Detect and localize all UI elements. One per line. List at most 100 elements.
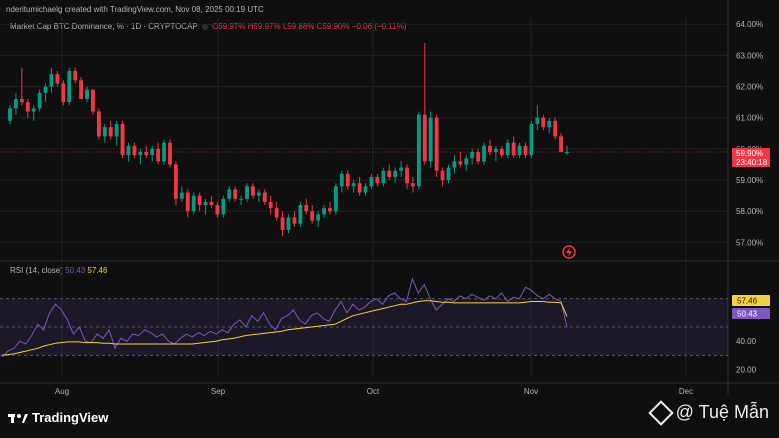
- candle: [316, 211, 321, 227]
- rsi-label[interactable]: RSI (14, close): [10, 266, 63, 275]
- candle: [523, 142, 528, 159]
- price-badge-bg: [732, 148, 770, 167]
- candle: [304, 198, 309, 215]
- x-tick-label: Sep: [211, 387, 226, 396]
- candle: [262, 189, 267, 206]
- y-tick-label: 63.00%: [736, 51, 763, 60]
- candle: [446, 164, 451, 184]
- candle: [399, 161, 404, 177]
- candle: [488, 139, 492, 156]
- rsi-lines: [1, 277, 568, 358]
- candle: [162, 139, 166, 165]
- close-value: C59.90%: [316, 22, 350, 31]
- candle: [375, 173, 380, 187]
- candle: [150, 145, 155, 162]
- candle: [310, 205, 315, 224]
- candle: [85, 86, 89, 103]
- candle: [470, 148, 475, 165]
- rsi-ma-badge-bg: [732, 295, 770, 306]
- candle: [25, 99, 30, 118]
- candle: [79, 77, 84, 100]
- chart-attribution: nderitumichaelg created with TradingView…: [6, 5, 264, 14]
- watermark-text: @ Tuệ Mẫn: [675, 402, 769, 422]
- rsi-legend: RSI (14, close) 50.43 57.46: [10, 266, 107, 275]
- rsi-ma-line: [1, 300, 568, 356]
- candle: [197, 192, 202, 212]
- rsi-ma-badge: 57.46: [737, 297, 758, 306]
- candle: [405, 164, 409, 190]
- diamond-icon: [647, 399, 674, 426]
- candle: [559, 133, 564, 153]
- candle: [416, 111, 421, 190]
- open-value: O59.97%: [212, 22, 246, 31]
- high-value: H59.97%: [247, 22, 281, 31]
- candle: [322, 205, 326, 218]
- candle: [256, 189, 261, 202]
- candle: [43, 83, 48, 103]
- candle: [493, 145, 498, 162]
- candle: [61, 80, 66, 106]
- candle: [67, 67, 72, 106]
- x-tick-label: Aug: [55, 387, 69, 396]
- candle: [185, 189, 190, 218]
- candle: [292, 211, 297, 227]
- candle: [286, 214, 291, 234]
- tradingview-logo[interactable]: TradingView: [8, 410, 108, 425]
- low-value: L59.88%: [282, 22, 315, 31]
- candle: [126, 142, 131, 162]
- candle: [464, 155, 469, 171]
- candle: [13, 92, 18, 115]
- axes: 64.00%63.00%62.00%61.00%60.00%59.00%58.0…: [55, 20, 763, 396]
- candle: [108, 120, 113, 140]
- candle: [191, 192, 196, 215]
- candle: [37, 89, 42, 112]
- candle: [251, 183, 255, 199]
- candle: [245, 183, 249, 202]
- candle: [428, 111, 433, 168]
- candle: [268, 195, 273, 215]
- candle: [19, 67, 24, 106]
- candle: [339, 170, 344, 193]
- rsi-ma-value: 57.46: [87, 266, 108, 275]
- candle: [73, 67, 78, 84]
- symbol-name[interactable]: Market Cap BTC Dominance, % · 1D · CRYPT…: [10, 22, 198, 31]
- candle: [422, 42, 427, 165]
- candle: [393, 167, 398, 184]
- y-tick-label: 62.00%: [736, 83, 763, 92]
- x-tick-label: Oct: [367, 387, 380, 396]
- candle: [535, 105, 540, 131]
- candle: [351, 180, 356, 193]
- candle: [138, 148, 143, 165]
- y-tick-label: 59.00%: [736, 176, 763, 185]
- price-badge-value: 59.90%: [736, 149, 763, 158]
- candle: [49, 67, 54, 93]
- candle: [328, 201, 332, 215]
- flash-icon[interactable]: [562, 245, 576, 259]
- candle: [411, 176, 415, 193]
- candles: [8, 42, 569, 237]
- x-tick-label: Nov: [524, 387, 538, 396]
- rsi-line: [1, 277, 568, 358]
- candle: [511, 136, 516, 159]
- candle: [333, 183, 338, 215]
- tradingview-logo-icon: [8, 413, 28, 423]
- candle: [179, 186, 184, 202]
- candle: [233, 186, 238, 202]
- candle: [280, 211, 285, 237]
- candle: [505, 139, 510, 159]
- candle: [215, 201, 220, 218]
- candle: [203, 198, 208, 215]
- candle: [363, 183, 368, 196]
- rsi-band-lines: [0, 298, 728, 356]
- rsi-tick-label: 40.00: [736, 337, 757, 346]
- candle: [565, 145, 569, 156]
- candle: [387, 164, 392, 181]
- y-tick-label: 64.00%: [736, 20, 763, 29]
- y-tick-label: 61.00%: [736, 114, 763, 123]
- price-badges: 59.90% 23:40:18 57.46 50.43: [732, 148, 770, 319]
- grid-lines: [0, 0, 779, 395]
- tradingview-logo-text: TradingView: [32, 410, 109, 425]
- candle: [458, 152, 463, 168]
- candle: [102, 123, 107, 143]
